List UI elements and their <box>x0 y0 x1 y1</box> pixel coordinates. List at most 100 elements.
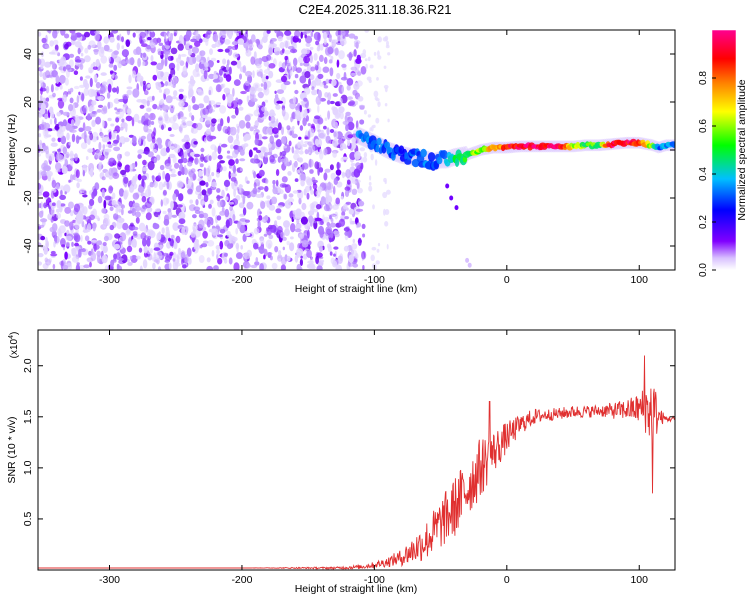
noise-speckle <box>300 180 305 187</box>
noise-speckle <box>109 70 114 74</box>
noise-speckle <box>357 96 364 102</box>
noise-speckle <box>299 75 307 84</box>
noise-speckle <box>213 265 219 270</box>
noise-speckle <box>345 201 352 205</box>
snr-background <box>38 330 675 570</box>
noise-speckle <box>83 264 90 269</box>
noise-speckle <box>90 251 97 262</box>
noise-speckle <box>58 225 66 234</box>
noise-speckle <box>72 232 79 236</box>
noise-speckle <box>82 206 88 215</box>
noise-speckle <box>245 70 253 77</box>
noise-speckle <box>351 243 358 250</box>
noise-speckle <box>306 249 312 258</box>
noise-speckle <box>286 125 291 131</box>
colorbar-label: Normalized spectral amplitude <box>736 79 748 220</box>
noise-speckle <box>43 202 48 209</box>
noise-speckle <box>375 117 380 124</box>
noise-speckle <box>324 168 331 173</box>
noise-speckle <box>179 163 184 172</box>
noise-speckle <box>124 164 131 173</box>
noise-speckle <box>363 110 367 115</box>
noise-speckle <box>340 76 348 81</box>
ridge-trail-dot <box>449 195 454 201</box>
noise-speckle <box>199 50 206 57</box>
noise-speckle <box>319 54 324 63</box>
noise-speckle <box>134 211 141 218</box>
noise-speckle <box>254 84 259 89</box>
noise-speckle <box>208 100 216 105</box>
noise-speckle <box>280 231 285 239</box>
noise-speckle <box>315 190 321 196</box>
noise-speckle <box>85 75 91 79</box>
noise-speckle <box>266 200 271 208</box>
noise-speckle <box>169 168 173 172</box>
noise-speckle <box>38 31 42 37</box>
noise-speckle <box>108 167 114 176</box>
noise-speckle <box>261 106 267 112</box>
x-tick-label: -300 <box>99 274 120 286</box>
noise-speckle <box>108 157 116 164</box>
noise-speckle <box>175 57 182 64</box>
noise-speckle <box>104 265 109 270</box>
noise-speckle <box>87 44 92 50</box>
noise-speckle <box>342 35 345 39</box>
noise-speckle <box>170 32 174 42</box>
noise-speckle <box>245 219 250 223</box>
noise-speckle <box>45 170 53 177</box>
noise-speckle <box>255 194 263 198</box>
noise-speckle <box>373 51 377 56</box>
noise-speckle <box>38 182 41 190</box>
noise-speckle <box>239 73 242 80</box>
noise-speckle <box>260 219 266 223</box>
noise-speckle <box>44 113 48 120</box>
noise-speckle <box>273 46 278 53</box>
noise-speckle <box>217 234 223 238</box>
noise-speckle <box>54 86 59 91</box>
noise-speckle <box>217 154 223 160</box>
noise-speckle <box>60 56 67 64</box>
noise-speckle <box>334 211 339 220</box>
noise-speckle <box>135 255 141 260</box>
noise-speckle <box>276 100 284 104</box>
noise-speckle <box>160 236 167 244</box>
noise-speckle <box>114 107 118 111</box>
noise-speckle <box>112 87 117 93</box>
noise-speckle <box>267 243 272 250</box>
noise-speckle <box>297 243 302 250</box>
noise-speckle <box>268 234 274 240</box>
noise-speckle <box>211 228 219 236</box>
noise-speckle <box>268 63 276 69</box>
noise-speckle <box>140 135 146 140</box>
noise-speckle <box>307 130 311 140</box>
noise-speckle <box>210 57 217 62</box>
noise-speckle <box>347 134 354 139</box>
noise-speckle <box>62 111 70 116</box>
noise-speckle <box>253 242 259 250</box>
noise-speckle <box>57 137 62 143</box>
noise-speckle <box>139 265 143 270</box>
x-tick-label: 0 <box>504 274 510 286</box>
noise-speckle <box>225 64 229 71</box>
noise-speckle <box>38 123 46 130</box>
noise-speckle <box>44 44 50 49</box>
noise-speckle <box>224 208 230 218</box>
noise-speckle <box>65 64 72 70</box>
snr-y-multiplier: (x104) <box>8 332 20 359</box>
noise-speckle <box>332 151 337 158</box>
noise-speckle <box>319 148 323 155</box>
noise-speckle <box>259 263 264 270</box>
noise-speckle <box>171 122 179 130</box>
noise-speckle <box>95 149 102 159</box>
noise-speckle <box>84 190 87 195</box>
noise-speckle <box>289 69 293 77</box>
noise-speckle <box>143 181 146 189</box>
noise-speckle <box>268 146 273 154</box>
noise-speckle <box>108 63 114 68</box>
noise-speckle <box>127 210 133 214</box>
noise-speckle <box>100 72 107 76</box>
noise-speckle <box>148 229 154 236</box>
noise-speckle <box>150 247 153 254</box>
noise-speckle <box>62 119 67 127</box>
noise-speckle <box>197 193 202 200</box>
